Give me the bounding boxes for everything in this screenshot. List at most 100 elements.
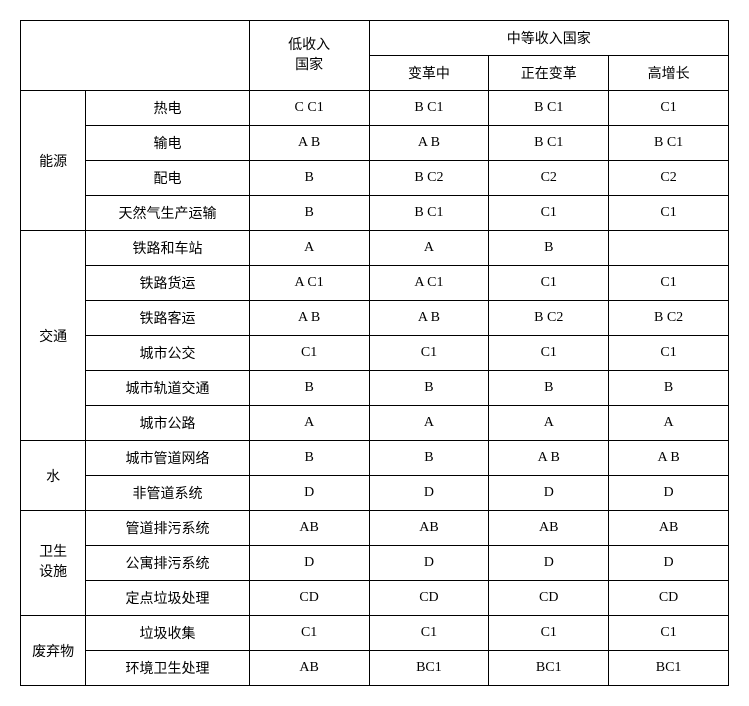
header-low-income-l1: 低收入 (288, 38, 330, 53)
table-row: 非管道系统 D D D D (21, 476, 729, 511)
table-row: 铁路客运 A B A B B C2 B C2 (21, 301, 729, 336)
cell: C1 (249, 616, 369, 651)
cell: B C1 (369, 196, 489, 231)
cell: A C1 (249, 266, 369, 301)
table-row: 铁路货运 A C1 A C1 C1 C1 (21, 266, 729, 301)
cell: A (249, 406, 369, 441)
cell: D (609, 476, 729, 511)
row-label: 热电 (86, 91, 249, 126)
table-row: 能源 热电 C C1 B C1 B C1 C1 (21, 91, 729, 126)
cell: A (369, 231, 489, 266)
category-sanitation-l2: 设施 (39, 565, 67, 580)
row-label: 管道排污系统 (86, 511, 249, 546)
cell: B C2 (489, 301, 609, 336)
row-label: 铁路和车站 (86, 231, 249, 266)
header-middle-income: 中等收入国家 (369, 21, 728, 56)
row-label: 城市轨道交通 (86, 371, 249, 406)
row-label: 环境卫生处理 (86, 651, 249, 686)
cell: C1 (609, 266, 729, 301)
row-label: 城市管道网络 (86, 441, 249, 476)
cell: B (249, 196, 369, 231)
cell: C1 (249, 336, 369, 371)
cell: D (609, 546, 729, 581)
category-transport: 交通 (21, 231, 86, 441)
cell: CD (489, 581, 609, 616)
table-row: 交通 铁路和车站 A A B (21, 231, 729, 266)
row-label: 输电 (86, 126, 249, 161)
cell: B (609, 371, 729, 406)
cell: B (489, 371, 609, 406)
cell: AB (489, 511, 609, 546)
cell: C1 (369, 336, 489, 371)
cell: B C2 (369, 161, 489, 196)
cell: C1 (489, 336, 609, 371)
cell: C C1 (249, 91, 369, 126)
cell: AB (369, 511, 489, 546)
cell: D (249, 476, 369, 511)
cell: B C1 (369, 91, 489, 126)
cell: CD (609, 581, 729, 616)
cell: C2 (609, 161, 729, 196)
cell: B C2 (609, 301, 729, 336)
cell: C1 (369, 616, 489, 651)
cell: B (249, 161, 369, 196)
row-label: 城市公交 (86, 336, 249, 371)
cell: D (249, 546, 369, 581)
cell: A (369, 406, 489, 441)
cell: C1 (609, 616, 729, 651)
cell: A B (489, 441, 609, 476)
cell: D (489, 476, 609, 511)
table-row: 配电 B B C2 C2 C2 (21, 161, 729, 196)
table-row: 公寓排污系统 D D D D (21, 546, 729, 581)
row-label: 公寓排污系统 (86, 546, 249, 581)
cell: C1 (489, 616, 609, 651)
table-row: 城市公交 C1 C1 C1 C1 (21, 336, 729, 371)
category-sanitation: 卫生 设施 (21, 511, 86, 616)
cell: A B (249, 126, 369, 161)
cell: A (489, 406, 609, 441)
row-label: 配电 (86, 161, 249, 196)
cell: AB (249, 651, 369, 686)
cell: B (369, 371, 489, 406)
row-label: 定点垃圾处理 (86, 581, 249, 616)
cell: D (369, 546, 489, 581)
cell: B C1 (609, 126, 729, 161)
cell: BC1 (489, 651, 609, 686)
row-label: 天然气生产运输 (86, 196, 249, 231)
category-waste: 废弃物 (21, 616, 86, 686)
category-water: 水 (21, 441, 86, 511)
table-row: 卫生 设施 管道排污系统 AB AB AB AB (21, 511, 729, 546)
row-label: 垃圾收集 (86, 616, 249, 651)
row-label: 城市公路 (86, 406, 249, 441)
cell: A (249, 231, 369, 266)
header-low-income-l2: 国家 (295, 58, 323, 73)
cell: CD (369, 581, 489, 616)
row-label: 非管道系统 (86, 476, 249, 511)
table-row: 废弃物 垃圾收集 C1 C1 C1 C1 (21, 616, 729, 651)
cell: B (369, 441, 489, 476)
cell: BC1 (369, 651, 489, 686)
cell: D (369, 476, 489, 511)
cell: A B (249, 301, 369, 336)
header-low-income: 低收入 国家 (249, 21, 369, 91)
cell: AB (609, 511, 729, 546)
header-blank (21, 21, 250, 91)
header-high-growth: 高增长 (609, 56, 729, 91)
cell: D (489, 546, 609, 581)
table-row: 城市公路 A A A A (21, 406, 729, 441)
cell: B (249, 441, 369, 476)
cell: C1 (489, 196, 609, 231)
cell: C2 (489, 161, 609, 196)
cell: CD (249, 581, 369, 616)
category-sanitation-l1: 卫生 (39, 545, 67, 560)
table-row: 定点垃圾处理 CD CD CD CD (21, 581, 729, 616)
cell: C1 (609, 336, 729, 371)
cell: A (609, 406, 729, 441)
cell: B C1 (489, 126, 609, 161)
cell: AB (249, 511, 369, 546)
table-row: 城市轨道交通 B B B B (21, 371, 729, 406)
table-row: 环境卫生处理 AB BC1 BC1 BC1 (21, 651, 729, 686)
cell: C1 (609, 196, 729, 231)
cell: C1 (609, 91, 729, 126)
cell: A C1 (369, 266, 489, 301)
